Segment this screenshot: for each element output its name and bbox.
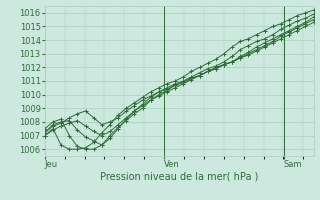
X-axis label: Pression niveau de la mer( hPa ): Pression niveau de la mer( hPa )	[100, 172, 258, 182]
